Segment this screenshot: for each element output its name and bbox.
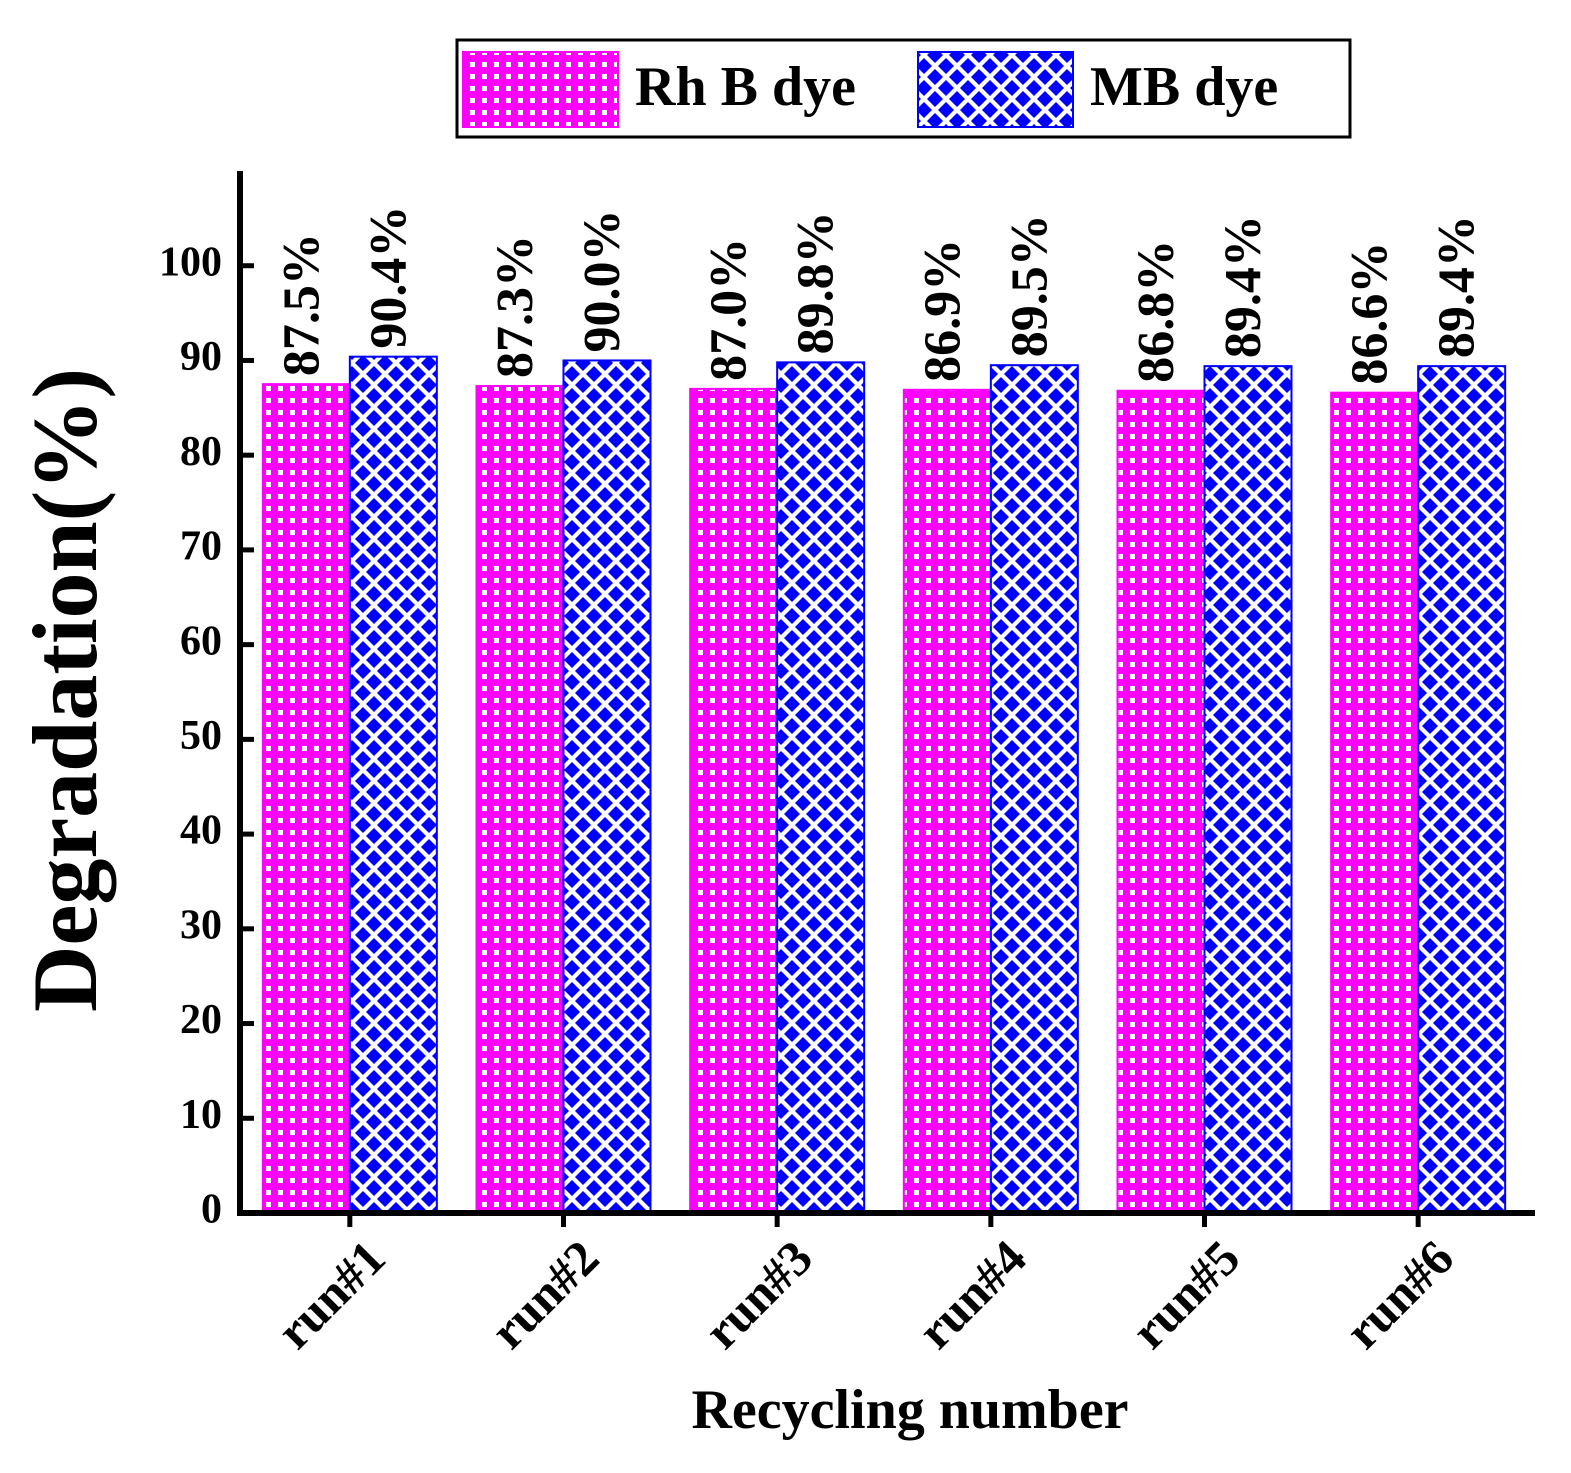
bar	[562, 359, 652, 1215]
bar	[689, 387, 779, 1214]
x-tick-label: run#6	[1334, 1229, 1464, 1359]
value-label: 89.5%	[1001, 214, 1058, 357]
bar	[1116, 389, 1206, 1214]
y-tick-label: 20	[180, 997, 222, 1043]
x-tick-label: run#2	[479, 1229, 609, 1359]
bar	[348, 355, 438, 1214]
bar	[475, 385, 565, 1215]
y-tick-label: 60	[180, 618, 222, 664]
value-label: 87.5%	[273, 233, 330, 376]
x-axis-title: Recycling number	[691, 1379, 1128, 1441]
legend-label: MB dye	[1090, 56, 1278, 118]
y-tick-label: 0	[201, 1187, 222, 1233]
bar	[261, 383, 351, 1214]
value-label: 86.8%	[1128, 240, 1185, 383]
bar	[776, 361, 866, 1214]
legend-swatch	[917, 51, 1074, 128]
y-tick-label: 50	[180, 713, 222, 759]
bar	[1417, 365, 1507, 1214]
x-tick-label: run#1	[266, 1229, 396, 1359]
y-tick-label: 40	[180, 808, 222, 854]
y-axis-title: Degradation(%)	[14, 368, 116, 1012]
value-label: 89.4%	[1215, 215, 1272, 358]
x-tick-label: run#4	[907, 1229, 1037, 1359]
value-label: 87.3%	[487, 235, 544, 378]
value-label: 89.8%	[788, 211, 845, 354]
value-label: 86.9%	[914, 239, 971, 382]
bar	[1330, 391, 1420, 1214]
x-tick-label: run#5	[1120, 1229, 1250, 1359]
y-tick-label: 90	[180, 334, 222, 380]
value-label: 87.0%	[701, 238, 758, 381]
value-label: 89.4%	[1429, 215, 1486, 358]
value-label: 90.0%	[574, 209, 631, 352]
y-tick-label: 100	[159, 239, 222, 285]
y-tick-label: 70	[180, 524, 222, 570]
y-tick-label: 10	[180, 1092, 222, 1138]
x-tick-label: run#3	[693, 1229, 823, 1359]
value-label: 90.4%	[360, 206, 417, 349]
bar	[902, 388, 992, 1214]
bar	[989, 364, 1079, 1214]
y-tick-label: 80	[180, 429, 222, 475]
legend-label: Rh B dye	[635, 56, 856, 118]
legend-swatch	[462, 51, 619, 128]
value-label: 86.6%	[1342, 242, 1399, 385]
y-tick-label: 30	[180, 902, 222, 948]
bar	[1203, 365, 1293, 1214]
